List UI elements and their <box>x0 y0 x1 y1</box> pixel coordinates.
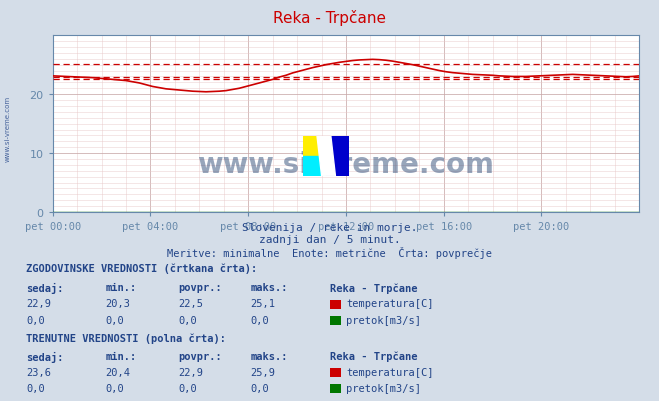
Text: 22,5: 22,5 <box>178 299 203 309</box>
Text: zadnji dan / 5 minut.: zadnji dan / 5 minut. <box>258 235 401 245</box>
Text: temperatura[C]: temperatura[C] <box>346 299 434 309</box>
Text: 20,4: 20,4 <box>105 367 130 377</box>
Text: temperatura[C]: temperatura[C] <box>346 367 434 377</box>
Text: 25,1: 25,1 <box>250 299 275 309</box>
Text: 0,0: 0,0 <box>105 315 124 325</box>
Bar <box>303 136 326 156</box>
Text: min.:: min.: <box>105 283 136 293</box>
Text: 0,0: 0,0 <box>178 315 196 325</box>
Text: povpr.:: povpr.: <box>178 283 221 293</box>
Text: Reka - Trpčane: Reka - Trpčane <box>330 283 417 293</box>
Text: www.si-vreme.com: www.si-vreme.com <box>5 95 11 161</box>
Text: pretok[m3/s]: pretok[m3/s] <box>346 315 421 325</box>
Text: Reka - Trpčane: Reka - Trpčane <box>330 351 417 361</box>
Text: maks.:: maks.: <box>250 351 288 361</box>
Text: sedaj:: sedaj: <box>26 351 64 362</box>
Text: TRENUTNE VREDNOSTI (polna črta):: TRENUTNE VREDNOSTI (polna črta): <box>26 333 226 343</box>
Bar <box>326 136 349 176</box>
Text: sedaj:: sedaj: <box>26 283 64 294</box>
Text: 0,0: 0,0 <box>26 383 45 393</box>
Text: 0,0: 0,0 <box>250 383 269 393</box>
Text: 0,0: 0,0 <box>26 315 45 325</box>
Text: ZGODOVINSKE VREDNOSTI (črtkana črta):: ZGODOVINSKE VREDNOSTI (črtkana črta): <box>26 263 258 273</box>
Text: 0,0: 0,0 <box>105 383 124 393</box>
Polygon shape <box>317 136 335 176</box>
Text: Meritve: minimalne  Enote: metrične  Črta: povprečje: Meritve: minimalne Enote: metrične Črta:… <box>167 247 492 259</box>
Text: 20,3: 20,3 <box>105 299 130 309</box>
Text: maks.:: maks.: <box>250 283 288 293</box>
Text: 0,0: 0,0 <box>178 383 196 393</box>
Text: 22,9: 22,9 <box>26 299 51 309</box>
Text: min.:: min.: <box>105 351 136 361</box>
Text: 23,6: 23,6 <box>26 367 51 377</box>
Text: www.si-vreme.com: www.si-vreme.com <box>198 151 494 179</box>
Text: 25,9: 25,9 <box>250 367 275 377</box>
Bar <box>303 156 326 176</box>
Text: Slovenija / reke in morje.: Slovenija / reke in morje. <box>242 223 417 233</box>
Text: povpr.:: povpr.: <box>178 351 221 361</box>
Text: 0,0: 0,0 <box>250 315 269 325</box>
Text: pretok[m3/s]: pretok[m3/s] <box>346 383 421 393</box>
Text: 22,9: 22,9 <box>178 367 203 377</box>
Text: Reka - Trpčane: Reka - Trpčane <box>273 10 386 26</box>
